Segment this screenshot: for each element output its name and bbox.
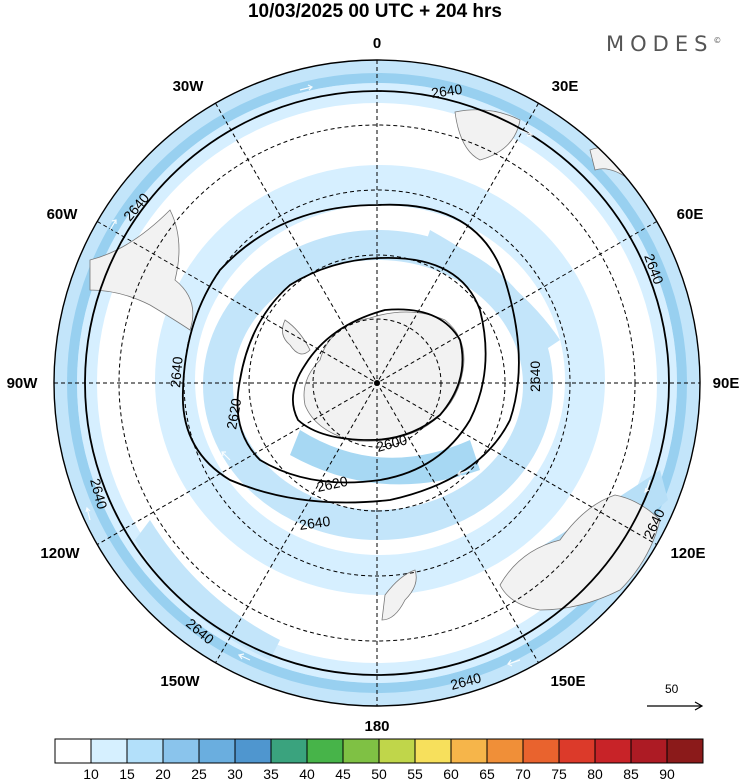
wind-arrow [457,469,471,477]
contour-label: 2640 [527,361,543,392]
wind-arrow [299,84,314,91]
wind-arrow [507,659,521,667]
reference-vector [647,701,704,711]
colorbar-tick-label: 90 [659,766,675,782]
map-title: 10/03/2025 00 UTC + 204 hrs [247,1,503,22]
colorbar-cell [90,738,128,764]
colorbar-tick-label: 85 [623,766,639,782]
lon-label-150e: 150E [550,673,586,690]
contour-label: 2620 [315,473,349,495]
lon-label-60w: 60W [46,206,78,223]
colorbar-cell [126,738,164,764]
wind-arrow [237,653,251,661]
wind-band-inner [203,230,553,540]
antarctica-land [303,311,465,442]
wind-arrow [221,451,231,461]
colorbar-cell [270,738,308,764]
wind-arrow [85,506,91,521]
brand-logo: MODES© [606,32,721,56]
colorbar-tick-label: 30 [227,766,243,782]
colorbar-cell [594,738,632,764]
colorbar-cell [306,738,344,764]
colorbar-tick-label: 80 [587,766,603,782]
height-contours [84,90,670,676]
colorbar-cell [450,738,488,764]
colorbar-tick-label: 35 [263,766,279,782]
contour-label: 2600 [375,431,409,455]
lon-label-30w: 30W [172,78,204,95]
contour-inner [236,257,487,484]
lon-label-120w: 120W [40,545,80,562]
colorbar-cell [486,738,524,764]
wind-band-patch [425,230,560,350]
wind-arrow [319,225,334,232]
colorbar-tick-label: 20 [155,766,171,782]
wind-band-mid [155,165,605,595]
colorbar-cell [234,738,272,764]
antarctic-peninsula [282,319,311,355]
wind-jet-streak [290,430,480,485]
lon-label-120e: 120E [670,545,706,562]
colorbar-cell [522,738,560,764]
colorbar-cell [198,738,236,764]
contour-label: 2640 [87,477,111,511]
colorbar-cell [558,738,596,764]
lon-label-90w: 90W [6,375,38,392]
lon-label-180: 180 [364,718,390,735]
south-america-land [89,209,194,331]
colorbar-cell [342,738,380,764]
colorbar [54,738,704,764]
brand-name: MODES [606,32,714,56]
contour-label: 2640 [430,81,463,101]
colorbar-tick-label: 55 [407,766,423,782]
wind-arrow [519,129,534,137]
contour-label: 2640 [167,356,186,389]
new-zealand-land [381,569,417,621]
colorbar-tick-label: 10 [83,766,99,782]
colorbar-tick-label: 75 [551,766,567,782]
arrow-right-icon [647,701,704,711]
contour-label: 2620 [223,397,244,431]
lon-label-30e: 30E [551,78,579,95]
map-border [53,59,701,707]
colorbar-tick-label: 25 [191,766,207,782]
wind-arrow [639,299,646,314]
contour-label: 2640 [298,513,331,533]
contour-middle [181,203,520,504]
colorbar-tick-label: 15 [119,766,135,782]
colorbar-cell [414,738,452,764]
wind-arrow [644,479,651,494]
lon-label-60e: 60E [676,206,704,223]
latitude-circle [183,189,571,577]
lon-label-90e: 90E [712,375,740,392]
colorbar-tick-label: 70 [515,766,531,782]
colorbar-cell [666,738,704,764]
colorbar-cell [162,738,200,764]
wind-arrow [109,219,117,231]
africa-land [454,109,521,161]
contour-label: 2640 [449,669,483,693]
lon-label-0: 0 [372,35,382,52]
reference-vector-value: 50 [665,682,679,696]
lon-label-150w: 150W [160,673,200,690]
colorbar-tick-label: 50 [371,766,387,782]
brand-mark: © [713,36,722,45]
wind-band-patch [135,520,280,660]
wind-vectors [85,84,651,667]
polar-map: 2640 2640 2640 2640 2640 2640 2640 2640 … [53,59,701,707]
colorbar-cell [378,738,416,764]
colorbar-cell [54,738,92,764]
south-pole-dot [374,380,380,386]
colorbar-cell [630,738,668,764]
colorbar-tick-label: 60 [443,766,459,782]
colorbar-tick-label: 45 [335,766,351,782]
contour-core [291,308,464,441]
contour-outer [84,90,670,676]
colorbar-tick-label: 40 [299,766,315,782]
colorbar-tick-label: 65 [479,766,495,782]
